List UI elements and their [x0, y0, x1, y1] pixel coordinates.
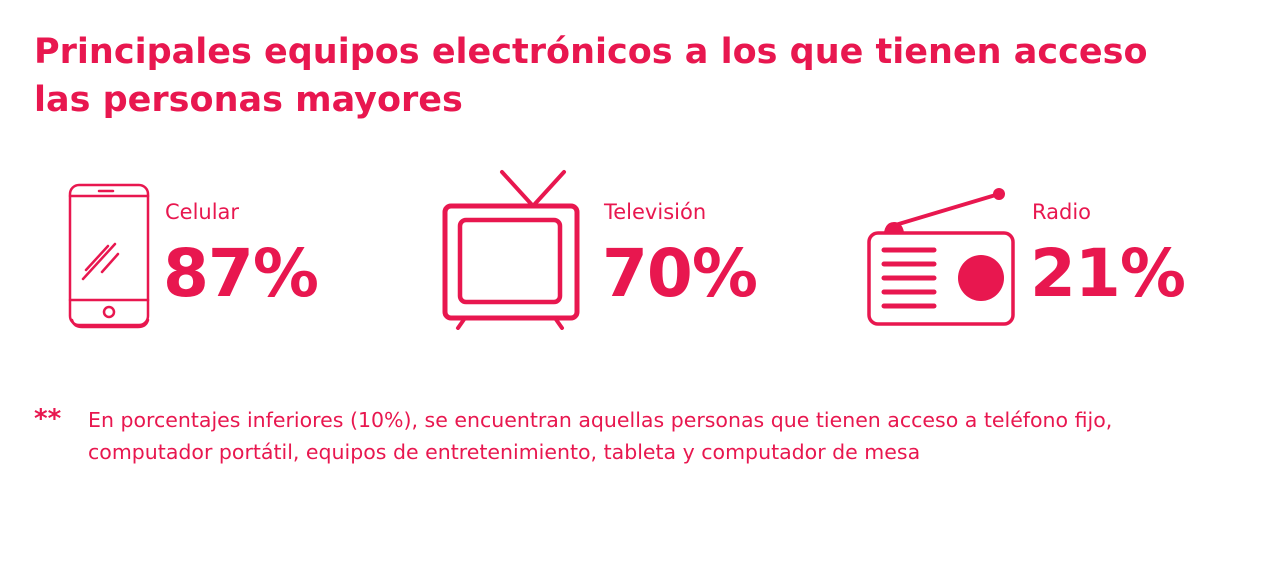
page-title: Principales equipos electrónicos a los q…: [34, 32, 1148, 120]
radio-percentage: 21%: [1030, 235, 1186, 312]
television-label: Televisión: [604, 200, 707, 224]
radio-label: Radio: [1032, 200, 1092, 224]
celular-label: Celular: [165, 200, 240, 224]
footnote-marker: **: [34, 404, 62, 434]
radio-icon: [867, 188, 1015, 326]
television-icon: [442, 170, 580, 330]
television-percentage: 70%: [602, 235, 758, 312]
mobile-phone-icon: [68, 183, 150, 329]
celular-percentage: 87%: [163, 235, 319, 312]
footnote-text: En porcentajes inferiores (10%), se encu…: [88, 408, 1113, 464]
